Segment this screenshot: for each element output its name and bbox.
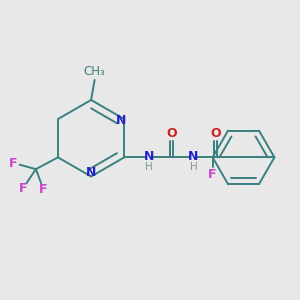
Text: O: O	[210, 127, 221, 140]
Text: F: F	[19, 182, 27, 195]
Text: N: N	[86, 167, 96, 179]
Text: N: N	[188, 150, 199, 163]
Text: CH₃: CH₃	[84, 65, 106, 78]
Text: N: N	[116, 114, 126, 127]
Text: H: H	[146, 162, 153, 172]
Text: F: F	[9, 157, 18, 169]
Text: F: F	[39, 183, 48, 196]
Text: F: F	[208, 168, 217, 181]
Text: N: N	[144, 150, 154, 163]
Text: O: O	[166, 127, 177, 140]
Text: H: H	[190, 162, 197, 172]
